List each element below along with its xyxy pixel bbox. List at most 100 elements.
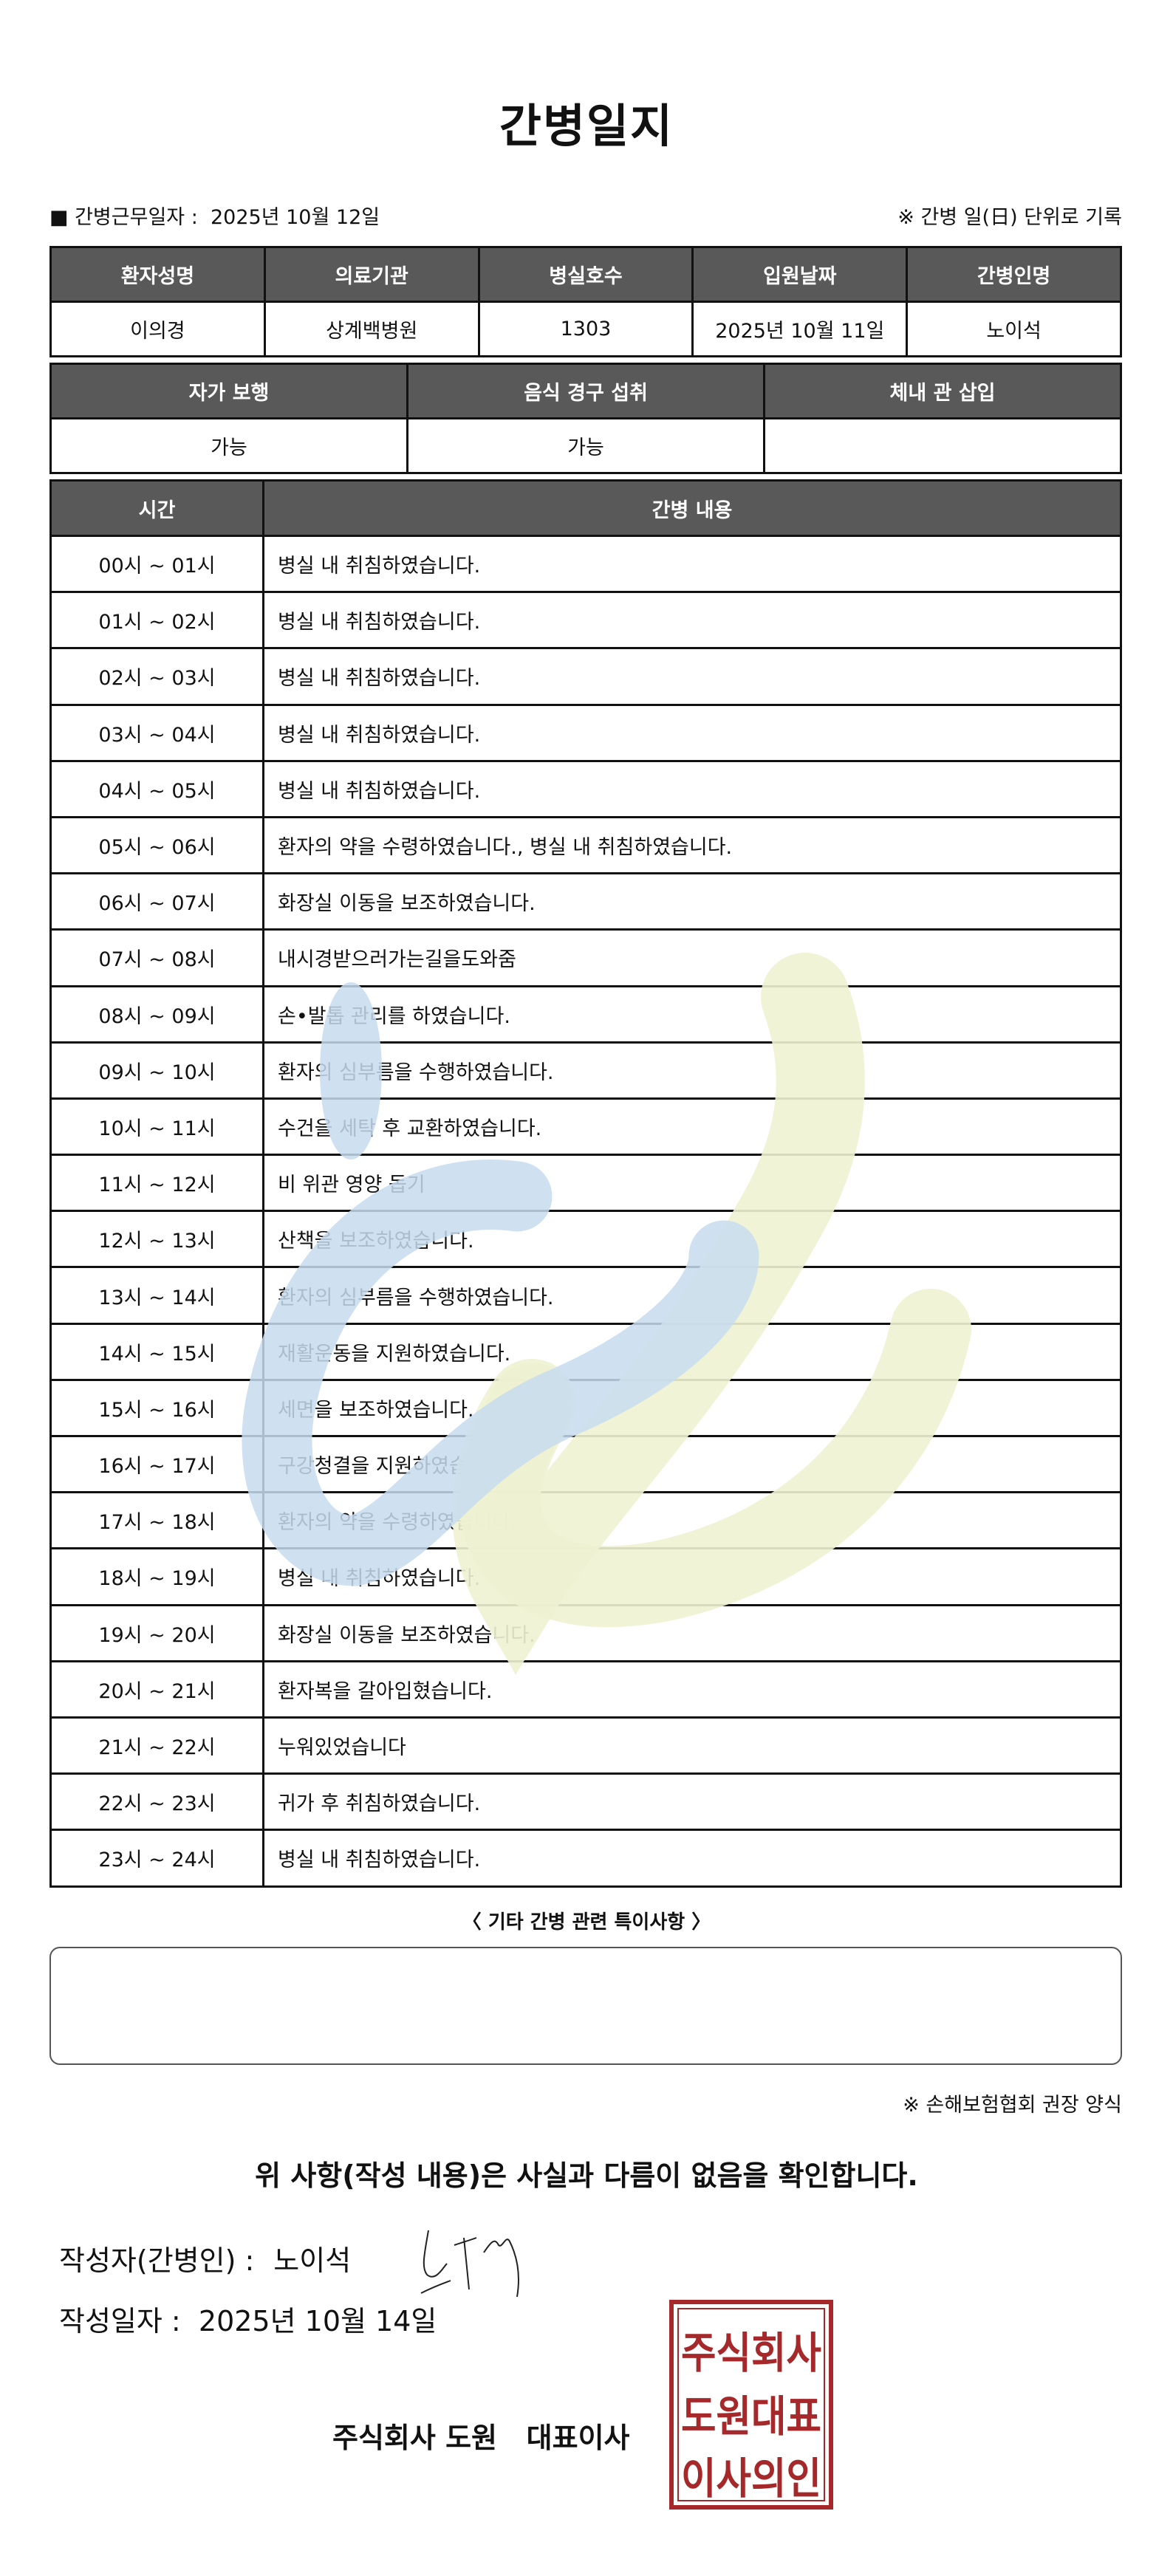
log-time: 19시 ~ 20시 xyxy=(49,1603,264,1662)
log-row: 00시 ~ 01시 병실 내 취침하였습니다. xyxy=(49,534,1122,594)
patient-table: 환자성명 의료기관 병실호수 입원날짜 간병인명 이의경 상계백병원 1303 … xyxy=(49,246,1122,357)
log-content: 환자의 심부름을 수행하였습니다. xyxy=(262,1266,1122,1325)
log-content: 누워있었습니다 xyxy=(262,1716,1122,1775)
log-time: 13시 ~ 14시 xyxy=(49,1266,264,1325)
log-time: 07시 ~ 08시 xyxy=(49,928,264,987)
log-time: 20시 ~ 21시 xyxy=(49,1659,264,1719)
header-oral-intake: 음식 경구 섭취 xyxy=(406,363,765,419)
log-row: 06시 ~ 07시 화장실 이동을 보조하였습니다. xyxy=(49,872,1122,931)
hospital: 상계백병원 xyxy=(263,301,480,357)
log-row: 01시 ~ 02시 병실 내 취침하였습니다. xyxy=(49,591,1122,650)
log-time: 08시 ~ 09시 xyxy=(49,984,264,1044)
form-notice: ※ 손해보험협회 권장 양식 xyxy=(903,2094,1122,2117)
oral-intake: 가능 xyxy=(406,417,765,474)
log-content: 병실 내 취침하였습니다. xyxy=(262,759,1122,818)
page-title: 간병일지 xyxy=(499,99,674,153)
log-time: 04시 ~ 05시 xyxy=(49,759,264,818)
log-content: 환자의 약을 수령하였습니다. xyxy=(262,1491,1122,1550)
log-row: 07시 ~ 08시 내시경받으러가는길을도와줌 xyxy=(49,928,1122,987)
signature xyxy=(420,2230,519,2298)
log-content: 수건을 세탁 후 교환하였습니다. xyxy=(262,1097,1122,1157)
log-content: 병실 내 취침하였습니다. xyxy=(262,591,1122,650)
log-content: 환자의 심부름을 수행하였습니다. xyxy=(262,1041,1122,1100)
header-room: 병실호수 xyxy=(477,246,694,303)
header-caregiver: 간병인명 xyxy=(906,246,1122,303)
log-row: 04시 ~ 05시 병실 내 취침하였습니다. xyxy=(49,759,1122,818)
status-table: 자가 보행 음식 경구 섭취 체내 관 삽입 가능 가능 xyxy=(49,363,1122,474)
confirmation-statement: 위 사항(작성 내용)은 사실과 다름이 없음을 확인합니다. xyxy=(255,2159,918,2192)
svg-text:도원대표: 도원대표 xyxy=(681,2391,821,2442)
log-content: 화장실 이동을 보조하였습니다. xyxy=(262,1603,1122,1662)
written-date-line: 작성일자 : 2025년 10월 14일 xyxy=(59,2298,437,2339)
log-time: 23시 ~ 24시 xyxy=(49,1829,264,1888)
written-date-label: 작성일자 : xyxy=(59,2305,181,2337)
caregiver-name: 노이석 xyxy=(906,301,1122,357)
log-time: 22시 ~ 23시 xyxy=(49,1772,264,1832)
work-date-label: ■ 간병근무일자 : xyxy=(49,206,198,229)
header-self-walking: 자가 보행 xyxy=(49,363,408,419)
log-time: 16시 ~ 17시 xyxy=(49,1434,264,1494)
log-content: 귀가 후 취침하였습니다. xyxy=(262,1772,1122,1832)
header-admission-date: 입원날짜 xyxy=(691,246,909,303)
log-row: 14시 ~ 15시 재활운동을 지원하였습니다. xyxy=(49,1322,1122,1381)
log-row: 13시 ~ 14시 환자의 심부름을 수행하였습니다. xyxy=(49,1266,1122,1325)
log-content: 세면을 보조하였습니다. xyxy=(262,1378,1122,1438)
log-content: 비 위관 영양 돕기 xyxy=(262,1154,1122,1213)
admission-date: 2025년 10월 11일 xyxy=(691,301,909,357)
writer-name: 노이석 xyxy=(273,2244,352,2277)
company-seal-stamp: 주식회사 도원대표 이사의인 xyxy=(669,2300,833,2510)
log-time: 10시 ~ 11시 xyxy=(49,1097,264,1157)
work-date-value: 2025년 10월 12일 xyxy=(210,206,380,229)
company-representative: 주식회사 도원 대표이사 xyxy=(332,2422,630,2454)
log-content: 병실 내 취침하였습니다. xyxy=(262,647,1122,706)
log-time: 03시 ~ 04시 xyxy=(49,703,264,762)
svg-text:이사의인: 이사의인 xyxy=(681,2453,821,2504)
log-row: 22시 ~ 23시 귀가 후 취침하였습니다. xyxy=(49,1772,1122,1832)
log-time: 15시 ~ 16시 xyxy=(49,1378,264,1438)
log-content: 구강청결을 지원하였습니다. xyxy=(262,1434,1122,1494)
log-row: 12시 ~ 13시 산책을 보조하였습니다. xyxy=(49,1210,1122,1269)
log-time: 18시 ~ 19시 xyxy=(49,1547,264,1606)
log-time: 21시 ~ 22시 xyxy=(49,1716,264,1775)
self-walking: 가능 xyxy=(49,417,408,474)
header-tube: 체내 관 삽입 xyxy=(763,363,1122,419)
header-content: 간병 내용 xyxy=(262,479,1122,537)
notes-box xyxy=(49,1947,1122,2065)
log-row: 09시 ~ 10시 환자의 심부름을 수행하였습니다. xyxy=(49,1041,1122,1100)
tube xyxy=(763,417,1122,474)
log-row: 16시 ~ 17시 구강청결을 지원하였습니다. xyxy=(49,1434,1122,1494)
log-time: 17시 ~ 18시 xyxy=(49,1491,264,1550)
log-row: 03시 ~ 04시 병실 내 취침하였습니다. xyxy=(49,703,1122,762)
log-time: 14시 ~ 15시 xyxy=(49,1322,264,1381)
log-time: 05시 ~ 06시 xyxy=(49,815,264,875)
care-log-table: 시간 간병 내용 00시 ~ 01시 병실 내 취침하였습니다. 01시 ~ 02시… xyxy=(49,479,1122,1888)
notes-label: 〈 기타 간병 관련 특이사항 〉 xyxy=(462,1911,711,1933)
header-patient-name: 환자성명 xyxy=(49,246,266,303)
log-time: 01시 ~ 02시 xyxy=(49,591,264,650)
log-row: 21시 ~ 22시 누워있었습니다 xyxy=(49,1716,1122,1775)
room-number: 1303 xyxy=(477,301,694,357)
log-row: 17시 ~ 18시 환자의 약을 수령하였습니다. xyxy=(49,1491,1122,1550)
log-row: 18시 ~ 19시 병실 내 취침하였습니다. xyxy=(49,1547,1122,1606)
log-time: 02시 ~ 03시 xyxy=(49,647,264,706)
writer-line: 작성자(간병인) : 노이석 xyxy=(59,2238,370,2278)
log-row: 20시 ~ 21시 환자복을 갈아입혔습니다. xyxy=(49,1659,1122,1719)
log-content: 병실 내 취침하였습니다. xyxy=(262,1829,1122,1888)
log-content: 병실 내 취침하였습니다. xyxy=(262,534,1122,594)
log-time: 06시 ~ 07시 xyxy=(49,872,264,931)
log-time: 11시 ~ 12시 xyxy=(49,1154,264,1213)
patient-name: 이의경 xyxy=(49,301,266,357)
written-date-value: 2025년 10월 14일 xyxy=(198,2305,437,2337)
header-time: 시간 xyxy=(49,479,264,537)
header-hospital: 의료기관 xyxy=(263,246,480,303)
log-row: 05시 ~ 06시 환자의 약을 수령하였습니다., 병실 내 취침하였습니다. xyxy=(49,815,1122,875)
log-content: 화장실 이동을 보조하였습니다. xyxy=(262,872,1122,931)
log-content: 산책을 보조하였습니다. xyxy=(262,1210,1122,1269)
record-unit-note: ※ 간병 일(日) 단위로 기록 xyxy=(897,206,1122,229)
log-row: 08시 ~ 09시 손•발톱 관리를 하였습니다. xyxy=(49,984,1122,1044)
log-row: 23시 ~ 24시 병실 내 취침하였습니다. xyxy=(49,1829,1122,1888)
svg-text:주식회사: 주식회사 xyxy=(681,2328,821,2378)
log-time: 09시 ~ 10시 xyxy=(49,1041,264,1100)
log-row: 02시 ~ 03시 병실 내 취침하였습니다. xyxy=(49,647,1122,706)
log-content: 병실 내 취침하였습니다. xyxy=(262,1547,1122,1606)
